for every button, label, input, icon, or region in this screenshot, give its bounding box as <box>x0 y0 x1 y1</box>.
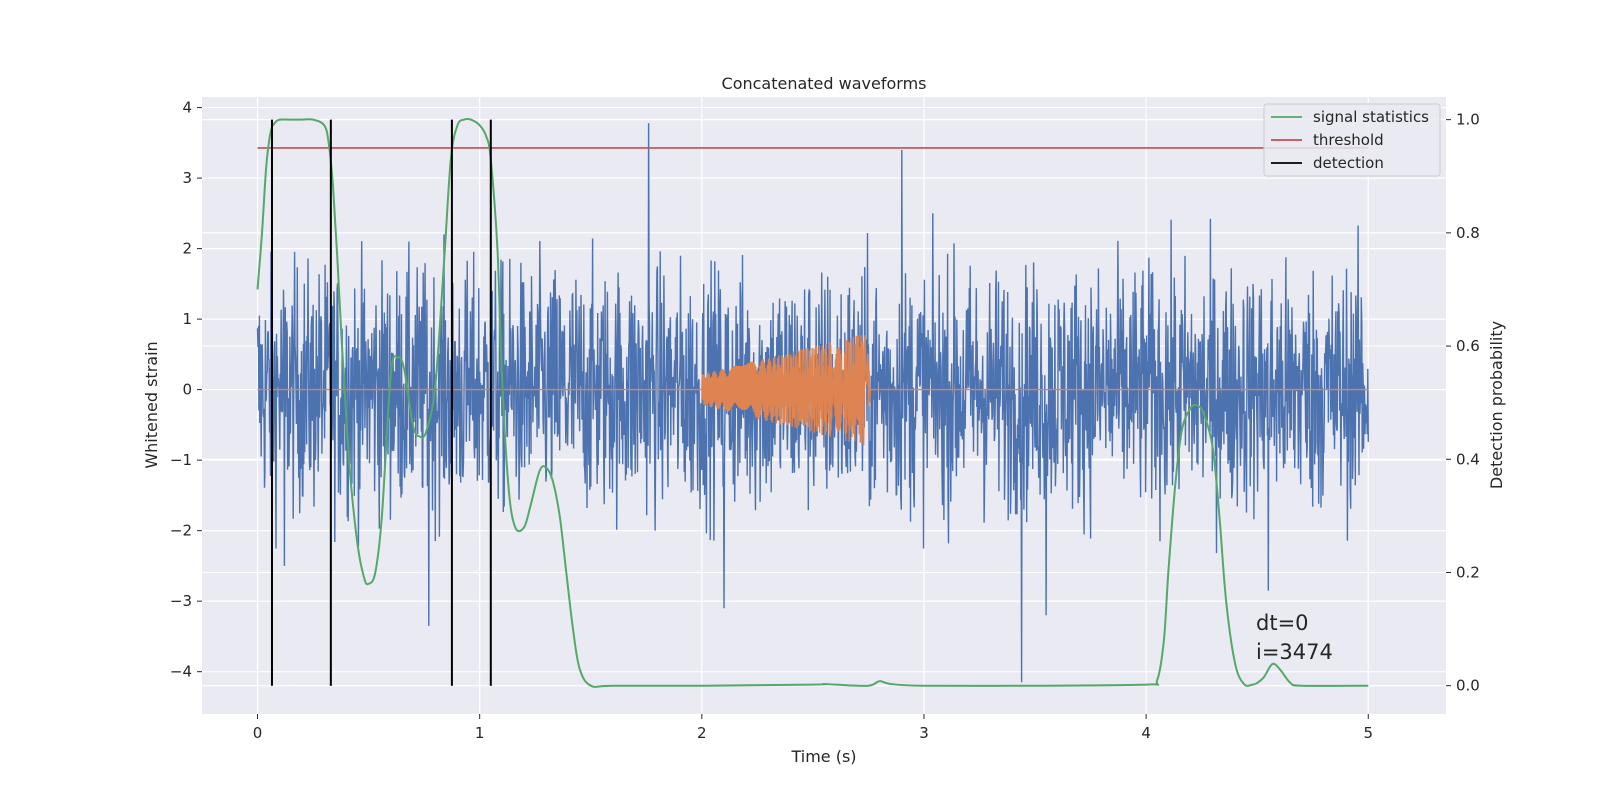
x-tick-label: 3 <box>919 724 929 742</box>
legend-box <box>1263 103 1441 177</box>
y-tick-label: −3 <box>170 592 192 610</box>
annotation-dt: dt=0 <box>1256 611 1309 635</box>
legend-label-signal-statistics: signal statistics <box>1313 108 1429 126</box>
y-right-tick-label: 0.8 <box>1456 224 1480 242</box>
y-tick-label: −4 <box>170 663 192 681</box>
y-tick-label: 0 <box>182 381 192 399</box>
y-axis-label: Whitened strain <box>142 341 161 468</box>
y-axis-label-right: Detection probability <box>1487 321 1506 489</box>
x-tick-label: 1 <box>475 724 485 742</box>
x-tick-label: 0 <box>253 724 263 742</box>
x-tick-label: 5 <box>1363 724 1373 742</box>
y-right-tick-label: 0.6 <box>1456 337 1480 355</box>
legend-label-detection: detection <box>1313 154 1384 172</box>
y-tick-label: −2 <box>170 522 192 540</box>
signal-statistics-line <box>256 117 1369 688</box>
y-ticks-left: −4 −3 −2 −1 0 1 2 3 4 <box>170 99 202 681</box>
y-right-tick-label: 0.0 <box>1456 677 1480 695</box>
x-axis-label: Time (s) <box>790 747 856 766</box>
chart-title: Concatenated waveforms <box>722 74 927 93</box>
series-layer <box>256 117 1369 688</box>
annotation-index: i=3474 <box>1256 640 1333 664</box>
y-ticks-right: 0.0 0.2 0.4 0.6 0.8 1.0 <box>1446 111 1480 695</box>
y-tick-label: 1 <box>182 310 192 328</box>
y-right-tick-label: 0.2 <box>1456 563 1480 581</box>
injected-chirp-line <box>257 334 1369 446</box>
y-tick-label: 4 <box>182 99 192 117</box>
y-right-tick-label: 0.4 <box>1456 450 1480 468</box>
y-tick-label: 2 <box>182 240 192 258</box>
legend: signal statistics threshold detection <box>1263 103 1441 177</box>
y-tick-label: −1 <box>170 451 192 469</box>
y-tick-label: 3 <box>182 169 192 187</box>
legend-label-threshold: threshold <box>1313 131 1384 149</box>
x-ticks: 0 1 2 3 4 5 <box>253 714 1373 742</box>
x-tick-label: 2 <box>697 724 707 742</box>
y-right-tick-label: 1.0 <box>1456 111 1480 129</box>
x-tick-label: 4 <box>1141 724 1151 742</box>
